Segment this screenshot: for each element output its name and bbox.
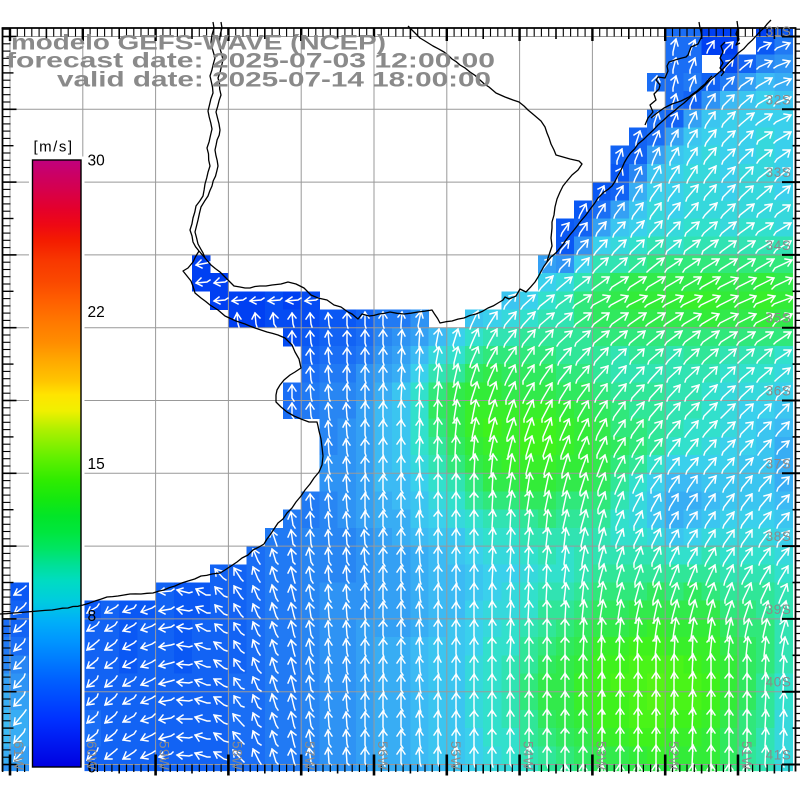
svg-text:35S: 35S [766, 311, 792, 326]
svg-text:39S: 39S [766, 602, 792, 617]
svg-text:8: 8 [88, 608, 97, 625]
svg-text:34S: 34S [766, 238, 792, 253]
svg-text:15: 15 [88, 456, 105, 473]
svg-text:41S: 41S [766, 748, 792, 763]
svg-text:36S: 36S [766, 384, 792, 399]
svg-text:31S: 31S [766, 24, 792, 39]
svg-text:56W: 56W [375, 741, 390, 771]
svg-text:54W: 54W [521, 741, 536, 771]
svg-text:55W: 55W [448, 741, 463, 771]
svg-text:37S: 37S [766, 456, 792, 471]
svg-text:33S: 33S [766, 165, 792, 180]
svg-text:22: 22 [88, 304, 105, 321]
svg-text:53W: 53W [593, 741, 608, 771]
svg-text:60W: 60W [84, 741, 99, 771]
svg-text:38S: 38S [766, 529, 792, 544]
svg-text:0: 0 [88, 760, 97, 777]
svg-text:30: 30 [88, 153, 106, 170]
svg-text:modelo GEFS-WAVE (NCEP): modelo GEFS-WAVE (NCEP) [11, 31, 386, 55]
svg-text:[m/s]: [m/s] [34, 139, 74, 156]
svg-text:58W: 58W [229, 741, 244, 771]
svg-text:59W: 59W [157, 741, 172, 771]
svg-text:57W: 57W [302, 741, 317, 771]
svg-text:51W: 51W [739, 741, 754, 771]
svg-text:forecast date: 2025-07-03 12:0: forecast date: 2025-07-03 12:00:00 [6, 49, 495, 73]
svg-text:52W: 52W [666, 741, 681, 771]
svg-text:32S: 32S [766, 92, 792, 107]
svg-text:valid date: 2025-07-14 18:00:0: valid date: 2025-07-14 18:00:00 [57, 68, 491, 92]
svg-text:61W: 61W [11, 741, 26, 771]
svg-text:40S: 40S [766, 675, 792, 690]
